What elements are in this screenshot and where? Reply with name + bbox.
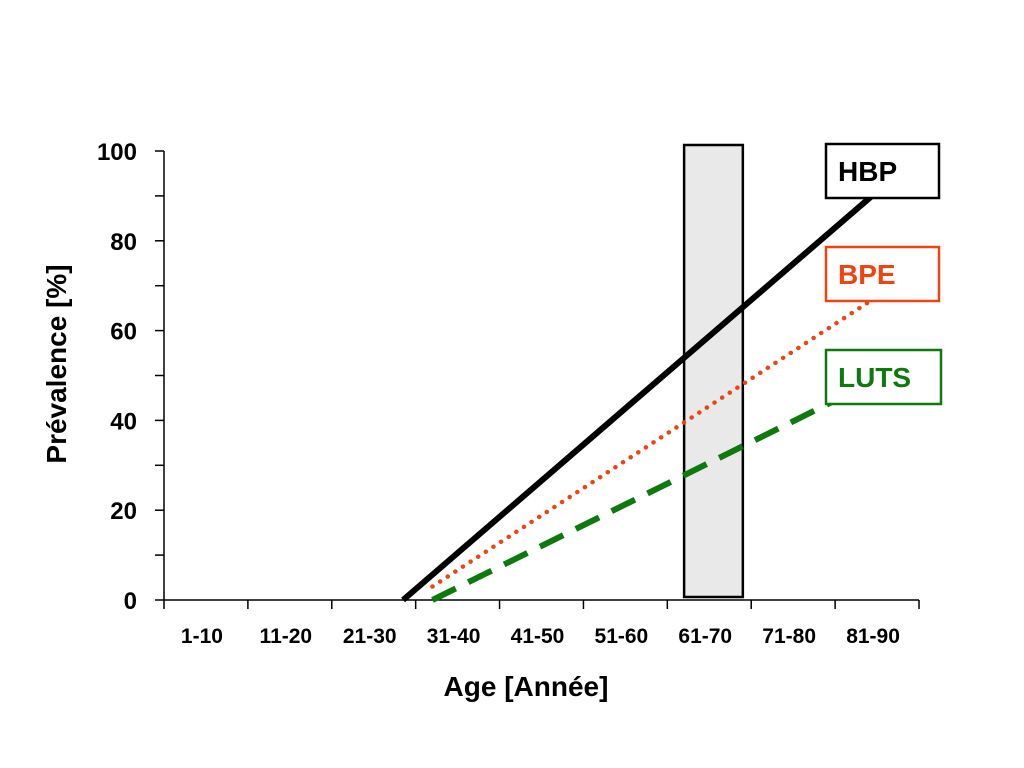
x-tick-label: 21-30: [343, 625, 397, 648]
x-tick-label: 51-60: [595, 625, 649, 648]
legend-box-hbp: [824, 142, 941, 200]
series-layer: [401, 171, 900, 603]
y-tick-label: 80: [110, 229, 137, 256]
legend-label-hbp: HBP: [838, 156, 897, 187]
highlight-band: [682, 143, 745, 599]
x-tick-label: 81-90: [846, 625, 900, 648]
y-axis-title: Prévalence [%]: [41, 264, 72, 463]
x-tick-label: 61-70: [678, 625, 732, 648]
series-line-luts: [431, 372, 887, 603]
series-line-hbp: [401, 171, 900, 603]
legend-label-luts: LUTS: [838, 362, 911, 393]
x-tick-label: 41-50: [511, 625, 565, 648]
x-tick-label: 71-80: [762, 625, 816, 648]
series-line-bpe: [430, 283, 897, 589]
y-tick-label: 40: [110, 408, 137, 435]
legend: HBP BPE LUTS: [824, 142, 943, 406]
x-tick-label: 31-40: [427, 625, 481, 648]
x-axis-title: Age [Année]: [444, 671, 609, 702]
y-tick-label: 100: [97, 139, 137, 166]
legend-box-luts: [824, 348, 943, 406]
y-tick-label: 60: [110, 319, 137, 346]
x-tick-label: 1-10: [181, 625, 223, 648]
legend-box-bpe: [824, 245, 941, 303]
y-tick-label: 20: [110, 498, 137, 525]
legend-label-bpe: BPE: [838, 259, 896, 290]
axes: 0 20 40 60 80 100 1-10 11-20 21-30 31-40 41-50 51-6…: [97, 139, 920, 648]
y-tick-label: 0: [124, 588, 137, 615]
x-tick-label: 11-20: [260, 625, 313, 648]
